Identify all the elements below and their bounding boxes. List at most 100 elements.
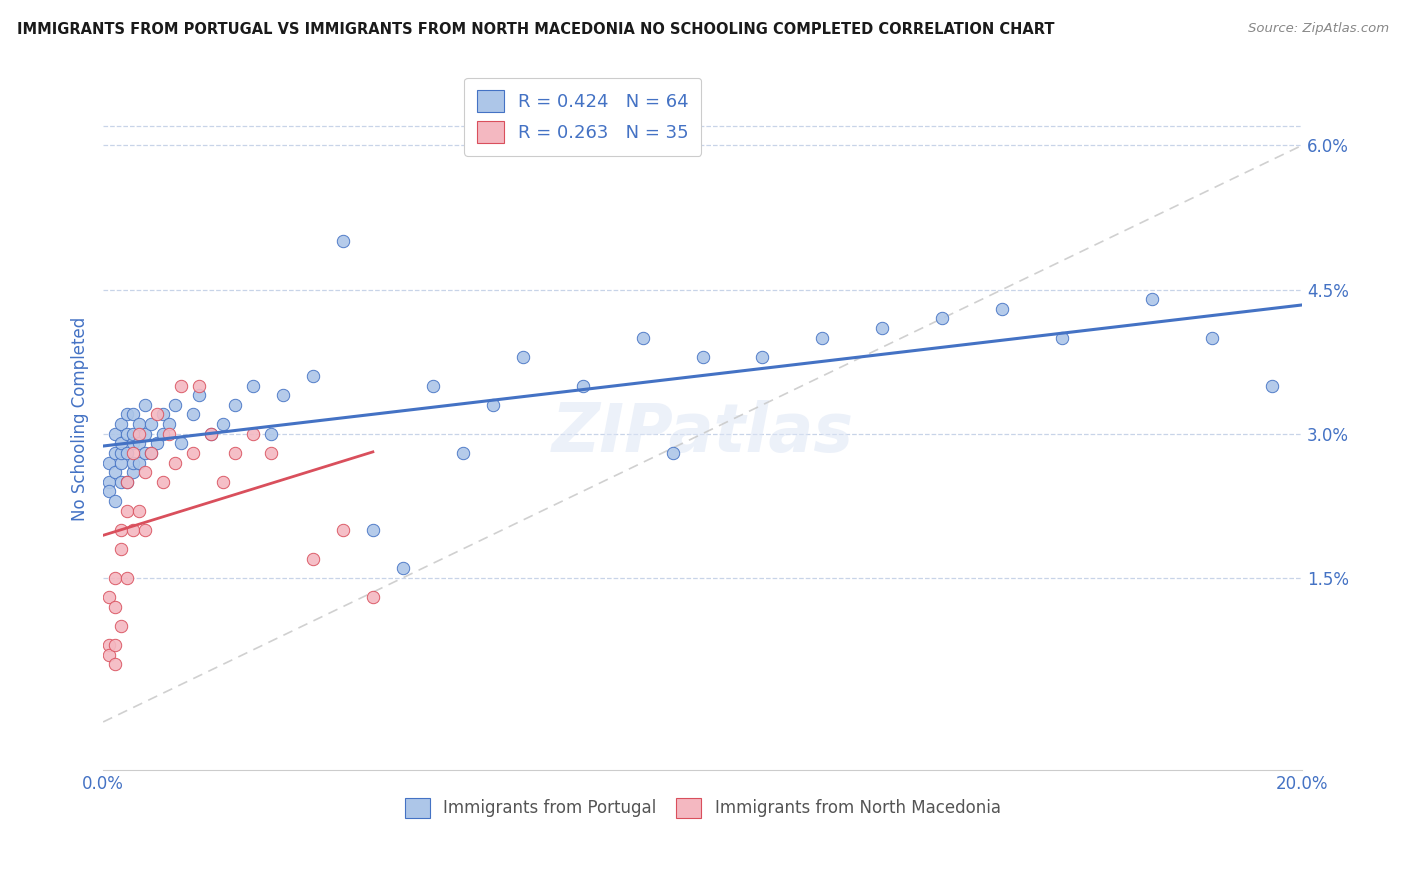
Point [165,455,187,469]
Point [104,571,127,585]
Point [110,436,132,450]
Point [872,321,894,335]
Point [170,436,193,450]
Point [751,350,773,364]
Point [242,378,264,392]
Point [122,465,145,479]
Point [931,311,953,326]
Point [134,523,156,537]
Legend: Immigrants from Portugal, Immigrants from North Macedonia: Immigrants from Portugal, Immigrants fro… [398,791,1007,825]
Point [104,446,127,460]
Point [134,465,156,479]
Point [122,523,145,537]
Point [361,523,384,537]
Point [1201,330,1223,344]
Point [122,446,145,460]
Point [242,426,264,441]
Point [134,426,156,441]
Point [165,398,187,412]
Point [188,388,211,402]
Point [146,436,169,450]
Point [134,446,156,460]
Point [122,408,145,422]
Point [692,350,714,364]
Point [104,465,127,479]
Point [98,638,121,652]
Point [115,475,138,489]
Point [332,523,354,537]
Point [451,446,474,460]
Point [181,408,204,422]
Point [392,561,415,575]
Point [122,436,145,450]
Point [481,398,503,412]
Point [152,426,174,441]
Point [260,446,283,460]
Point [212,475,235,489]
Point [128,426,150,441]
Point [811,330,834,344]
Point [128,417,150,431]
Point [224,398,246,412]
Point [139,446,162,460]
Point [115,408,138,422]
Point [110,417,132,431]
Point [188,378,211,392]
Point [181,446,204,460]
Text: ZIPatlas: ZIPatlas [551,401,853,467]
Point [110,523,132,537]
Point [302,551,325,566]
Point [170,378,193,392]
Point [139,446,162,460]
Point [128,503,150,517]
Point [122,426,145,441]
Point [157,417,180,431]
Point [260,426,283,441]
Point [110,446,132,460]
Point [98,475,121,489]
Point [157,426,180,441]
Point [212,417,235,431]
Point [104,657,127,672]
Point [115,571,138,585]
Point [128,436,150,450]
Point [1140,292,1163,306]
Point [139,417,162,431]
Y-axis label: No Schooling Completed: No Schooling Completed [72,318,89,522]
Point [146,408,169,422]
Point [98,590,121,604]
Point [122,455,145,469]
Point [152,475,174,489]
Point [152,408,174,422]
Point [200,426,222,441]
Point [332,235,354,249]
Point [1261,378,1284,392]
Point [110,455,132,469]
Point [110,475,132,489]
Point [98,455,121,469]
Point [200,426,222,441]
Point [271,388,294,402]
Point [661,446,683,460]
Point [422,378,444,392]
Point [104,494,127,508]
Point [115,446,138,460]
Point [302,369,325,384]
Point [134,398,156,412]
Point [115,426,138,441]
Point [115,475,138,489]
Point [571,378,593,392]
Point [512,350,534,364]
Text: IMMIGRANTS FROM PORTUGAL VS IMMIGRANTS FROM NORTH MACEDONIA NO SCHOOLING COMPLET: IMMIGRANTS FROM PORTUGAL VS IMMIGRANTS F… [17,22,1054,37]
Point [104,599,127,614]
Point [224,446,246,460]
Point [98,648,121,662]
Point [110,619,132,633]
Point [104,638,127,652]
Point [104,426,127,441]
Point [115,503,138,517]
Text: Source: ZipAtlas.com: Source: ZipAtlas.com [1249,22,1389,36]
Point [361,590,384,604]
Point [128,455,150,469]
Point [1050,330,1073,344]
